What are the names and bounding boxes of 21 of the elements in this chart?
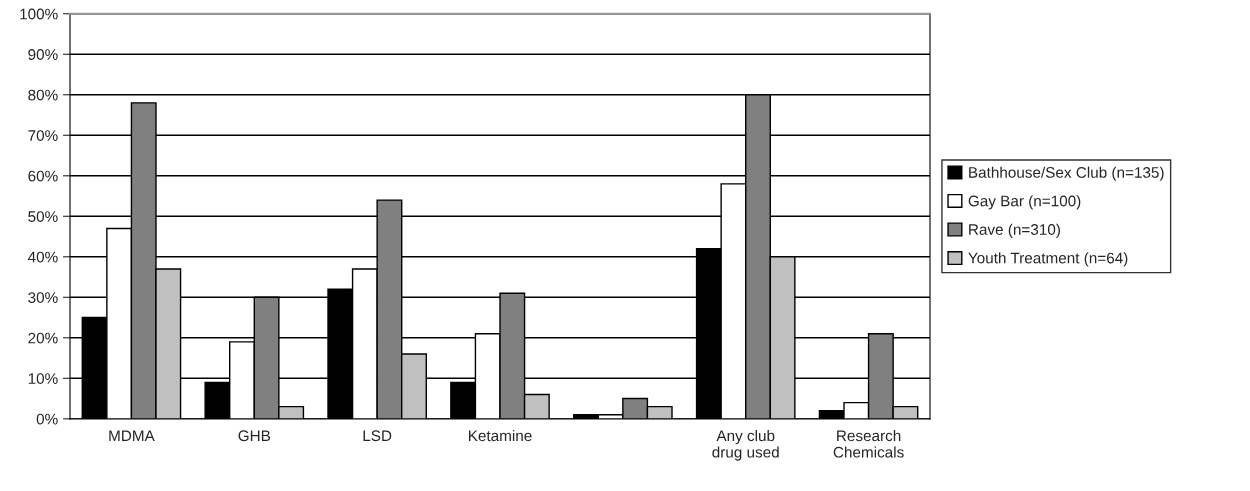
y-tick-label: 0% [36, 413, 58, 425]
x-tick-label: MDMA [109, 430, 155, 442]
legend-label: Gay Bar (n=100) [968, 195, 1081, 210]
y-tick-label: 40% [27, 251, 58, 263]
y-tick-label: 80% [28, 89, 58, 101]
y-tick-label: 60% [28, 170, 58, 182]
y-tick-label: 20% [28, 332, 58, 344]
y-tick-label: 10% [28, 373, 58, 384]
x-tick-label: Ketamine [468, 429, 532, 442]
y-tick-label: 50% [28, 211, 58, 222]
y-tick-label: 30% [28, 292, 58, 303]
x-tick-label: Any club drug used [712, 429, 779, 461]
x-tick-label: GHB [238, 430, 271, 442]
x-tick-label: Research Chemicals [833, 429, 904, 458]
x-tick-label: LSD [363, 430, 392, 442]
legend-label: Rave (n=310) [969, 223, 1060, 238]
y-tick-label: 100% [20, 8, 58, 20]
legend-label: Bathhouse/Sex Club (n=135) [969, 166, 1164, 181]
legend-label: Youth Treatment (n=64) [968, 252, 1128, 267]
y-tick-label: 70% [28, 130, 58, 141]
y-tick-label: 90% [28, 49, 58, 60]
